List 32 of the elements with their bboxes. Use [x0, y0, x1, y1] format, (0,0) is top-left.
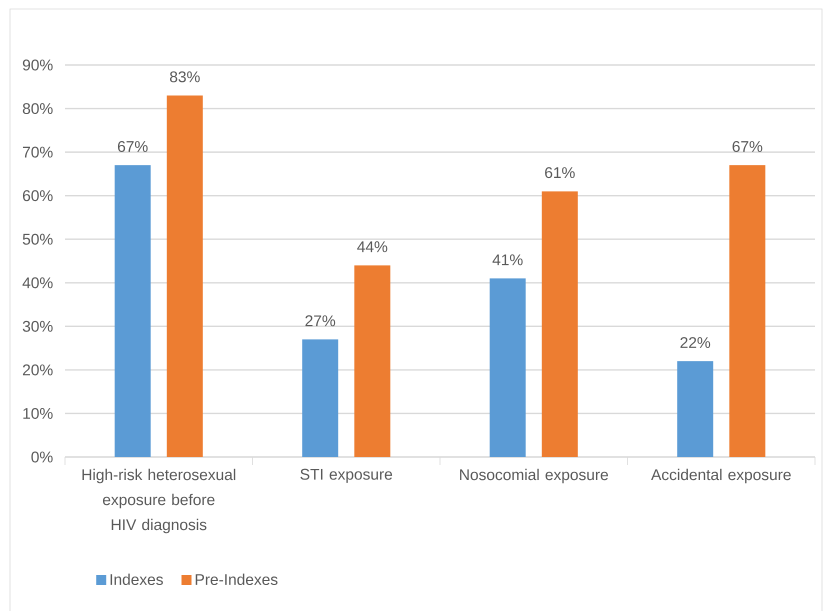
data-label: 27%	[305, 315, 336, 326]
bar	[354, 265, 390, 457]
data-label: 41%	[492, 254, 523, 266]
legend-label: Pre-Indexes	[196, 574, 278, 586]
y-tick-label: 90%	[22, 60, 53, 70]
y-tick-label: 30%	[22, 320, 53, 332]
y-tick-label: 0%	[31, 452, 53, 462]
data-label: 61%	[545, 167, 575, 178]
data-label: 67%	[118, 141, 148, 152]
bar	[729, 165, 766, 457]
y-tick-label: 50%	[22, 234, 53, 245]
bar	[677, 361, 714, 457]
data-label: 44%	[357, 241, 388, 252]
y-tick-label: 80%	[22, 103, 53, 114]
legend-label: Indexes	[110, 574, 163, 586]
bar	[166, 95, 203, 457]
x-tick-label: Accidental exposure	[651, 468, 791, 484]
x-tick-label: Nosocomial exposure	[460, 468, 608, 484]
bar	[302, 339, 338, 457]
data-label: 22%	[680, 337, 710, 348]
data-label: 83%	[170, 71, 200, 82]
bar	[490, 278, 526, 457]
y-tick-label: 70%	[22, 146, 53, 158]
y-tick-label: 60%	[22, 190, 53, 202]
bar	[542, 191, 578, 457]
y-tick-label: 20%	[22, 364, 53, 376]
y-tick-label: 10%	[23, 408, 53, 419]
x-tick-label: STI exposure	[300, 468, 392, 483]
x-tick-label: High-risk heterosexual exposure before HIV diagnosis	[82, 468, 236, 534]
y-tick-label: 40%	[22, 277, 53, 288]
bar	[114, 165, 151, 457]
data-label: 67%	[732, 141, 762, 152]
